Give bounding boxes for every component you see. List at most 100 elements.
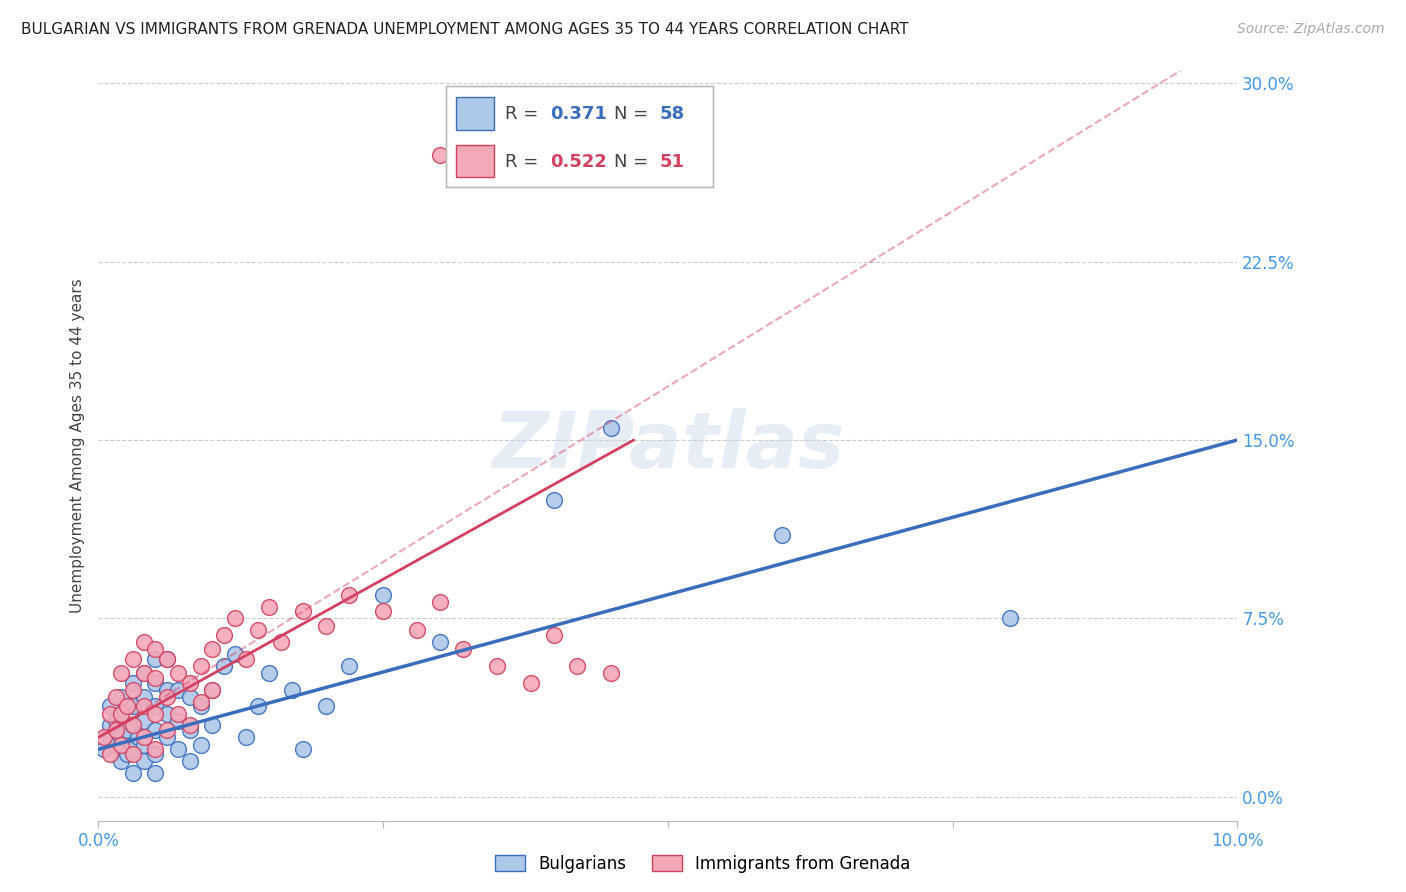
Point — [212, 659, 235, 673]
Point — [110, 754, 132, 768]
Y-axis label: Unemployment Among Ages 35 to 44 years: Unemployment Among Ages 35 to 44 years — [69, 278, 84, 614]
Point — [246, 699, 269, 714]
Point — [235, 731, 257, 745]
Point — [224, 611, 246, 625]
Point — [224, 647, 246, 661]
Point — [145, 706, 167, 721]
Point — [104, 690, 127, 704]
Point — [132, 731, 155, 745]
Point — [98, 699, 121, 714]
Point — [115, 723, 138, 738]
Point — [167, 666, 190, 681]
Text: BULGARIAN VS IMMIGRANTS FROM GRENADA UNEMPLOYMENT AMONG AGES 35 TO 44 YEARS CORR: BULGARIAN VS IMMIGRANTS FROM GRENADA UNE… — [21, 22, 908, 37]
Point — [104, 714, 127, 728]
Point — [281, 682, 304, 697]
Point — [98, 747, 121, 761]
Point — [259, 666, 281, 681]
Point — [543, 628, 565, 642]
Point — [486, 659, 509, 673]
Point — [145, 675, 167, 690]
Point — [145, 747, 167, 761]
Point — [110, 706, 132, 721]
Point — [110, 706, 132, 721]
Text: ZIPatlas: ZIPatlas — [492, 408, 844, 484]
Point — [121, 682, 143, 697]
Point — [156, 706, 179, 721]
Point — [451, 642, 474, 657]
Point — [373, 588, 395, 602]
Point — [259, 599, 281, 614]
Point — [292, 742, 315, 756]
Point — [179, 690, 201, 704]
Point — [98, 706, 121, 721]
Point — [93, 731, 115, 745]
Point — [429, 635, 451, 649]
Point — [121, 742, 143, 756]
Point — [132, 690, 155, 704]
Legend: Bulgarians, Immigrants from Grenada: Bulgarians, Immigrants from Grenada — [489, 848, 917, 880]
Point — [179, 754, 201, 768]
Point — [156, 652, 179, 666]
Point — [127, 731, 149, 745]
Point — [201, 718, 224, 732]
Point — [145, 699, 167, 714]
Point — [93, 742, 115, 756]
Point — [121, 718, 143, 732]
Point — [337, 659, 360, 673]
Point — [145, 652, 167, 666]
Point — [543, 492, 565, 507]
Point — [121, 718, 143, 732]
Point — [110, 666, 132, 681]
Point — [201, 682, 224, 697]
Point — [167, 742, 190, 756]
Point — [565, 659, 588, 673]
Point — [167, 682, 190, 697]
Point — [132, 714, 155, 728]
Point — [110, 738, 132, 752]
Point — [145, 642, 167, 657]
Point — [98, 731, 121, 745]
Point — [315, 618, 337, 632]
Point — [121, 652, 143, 666]
Point — [132, 666, 155, 681]
Point — [121, 747, 143, 761]
Point — [212, 628, 235, 642]
Point — [190, 738, 212, 752]
Point — [235, 652, 257, 666]
Point — [121, 766, 143, 780]
Point — [156, 723, 179, 738]
Point — [132, 754, 155, 768]
Point — [132, 666, 155, 681]
Point — [998, 611, 1021, 625]
Point — [132, 699, 155, 714]
Point — [600, 666, 623, 681]
Point — [190, 659, 212, 673]
Point — [156, 682, 179, 697]
Point — [167, 706, 190, 721]
Point — [270, 635, 292, 649]
Point — [179, 718, 201, 732]
Point — [429, 147, 451, 161]
Point — [179, 723, 201, 738]
Point — [337, 588, 360, 602]
Point — [190, 695, 212, 709]
Point — [373, 604, 395, 618]
Point — [770, 528, 793, 542]
Point — [145, 766, 167, 780]
Point — [115, 747, 138, 761]
Point — [98, 718, 121, 732]
Point — [429, 595, 451, 609]
Point — [156, 731, 179, 745]
Point — [201, 682, 224, 697]
Point — [110, 690, 132, 704]
Point — [292, 604, 315, 618]
Point — [156, 652, 179, 666]
Point — [121, 675, 143, 690]
Point — [520, 675, 543, 690]
Point — [145, 723, 167, 738]
Point — [201, 642, 224, 657]
Point — [132, 738, 155, 752]
Point — [145, 671, 167, 685]
Point — [115, 699, 138, 714]
Point — [132, 635, 155, 649]
